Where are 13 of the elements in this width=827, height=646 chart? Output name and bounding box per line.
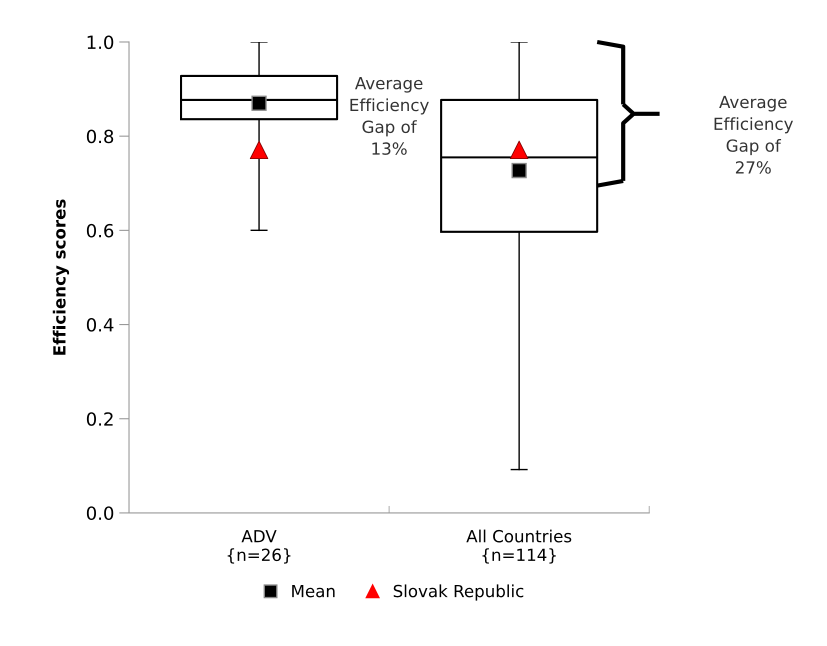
y-tick-label: 0.8 <box>86 130 114 144</box>
y-tick-label: 0.4 <box>86 318 114 332</box>
x-tick-label: ADV {n=26} <box>228 530 290 564</box>
legend-label: Slovak Republic <box>394 584 524 601</box>
legend-label: Mean <box>292 584 335 598</box>
y-axis-title: Efficiency scores <box>52 199 70 355</box>
y-tick-label: 1.0 <box>88 35 114 50</box>
x-tick-label: All Countries {n=114} <box>466 530 572 564</box>
y-tick-label: 0.0 <box>86 506 114 520</box>
annotation: Average Efficiency Gap of 13% <box>350 77 429 155</box>
y-tick-label: 0.2 <box>86 412 113 426</box>
y-tick-label: 0.6 <box>86 224 114 238</box>
text: Average Efficiency Gap of 27% <box>714 96 793 174</box>
